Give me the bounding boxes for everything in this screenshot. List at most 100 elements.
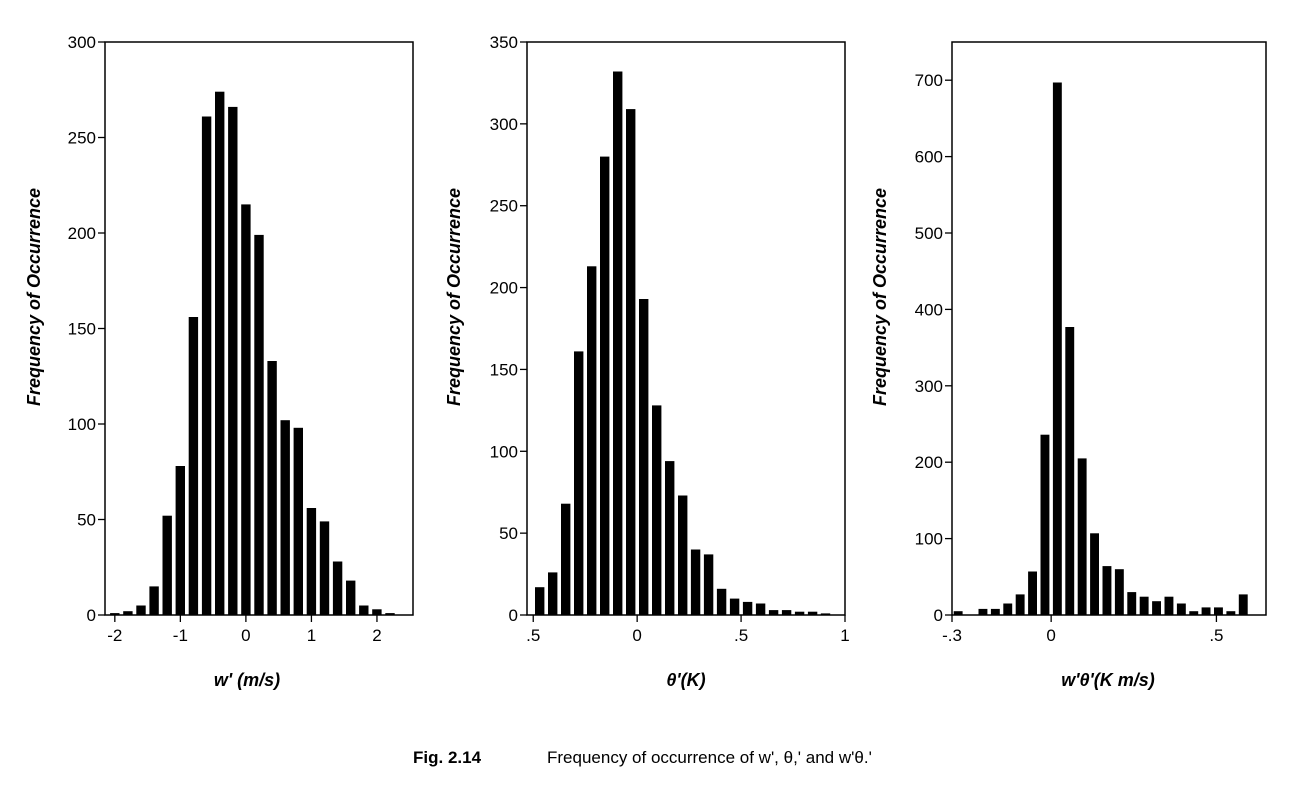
figure-number: Fig. 2.14 <box>413 748 482 767</box>
bar <box>703 554 714 615</box>
bar <box>1238 594 1248 615</box>
bar <box>978 608 988 615</box>
bar <box>1127 592 1137 615</box>
x-tick-label: -.3 <box>942 626 962 645</box>
panel-theta-histogram: .5 0 .5 1 0 50 100 150 200 250 300 350 θ'(K) Frequ… <box>444 33 850 690</box>
y-tick-label: 100 <box>68 415 96 434</box>
bar <box>162 515 172 615</box>
y-tick-label: 200 <box>915 453 943 472</box>
bar <box>561 503 571 615</box>
bar <box>600 156 610 615</box>
bar <box>123 611 133 615</box>
bar <box>613 71 623 615</box>
y-tick-label: 350 <box>490 33 518 52</box>
bar <box>306 508 317 615</box>
bar <box>1102 566 1112 615</box>
bar <box>188 317 199 615</box>
bar <box>359 605 369 615</box>
y-tick-label: 300 <box>68 33 96 52</box>
y-tick-label: 100 <box>915 530 943 549</box>
bar <box>1090 533 1099 615</box>
bars <box>110 91 395 616</box>
bar <box>690 549 701 615</box>
y-tick-label: 250 <box>68 129 96 148</box>
figure-caption-text: Frequency of occurrence of w', θ,' and w… <box>547 748 872 767</box>
bar <box>729 598 740 615</box>
y-tick-label: 100 <box>490 442 518 461</box>
bar <box>742 601 753 615</box>
bar <box>574 351 584 615</box>
y-tick-label: 150 <box>68 320 96 339</box>
y-tick-label: 300 <box>915 377 943 396</box>
y-tick-label: 0 <box>87 606 96 625</box>
bar <box>587 266 597 615</box>
bar <box>535 587 545 615</box>
bar <box>332 561 343 615</box>
x-tick-label: 1 <box>307 626 316 645</box>
bar <box>1164 596 1174 615</box>
bar <box>241 204 251 615</box>
bar <box>781 610 792 615</box>
bar <box>372 609 382 615</box>
bar <box>768 610 779 615</box>
bar <box>1028 571 1037 615</box>
bar <box>346 580 356 615</box>
bar <box>1003 603 1013 615</box>
x-axis-title: θ'(K) <box>666 670 705 690</box>
x-ticks: -2 -1 0 1 2 <box>107 615 382 645</box>
x-tick-label: 2 <box>372 626 381 645</box>
y-tick-label: 200 <box>490 279 518 298</box>
y-tick-label: 400 <box>915 300 943 319</box>
y-axis-title: Frequency of Occurrence <box>444 188 464 406</box>
y-tick-label: 600 <box>915 148 943 167</box>
bar <box>1214 607 1223 615</box>
bar <box>215 91 225 615</box>
bar <box>639 299 649 615</box>
bar <box>110 613 120 615</box>
bar <box>548 572 558 615</box>
bars <box>535 71 831 615</box>
y-tick-label: 700 <box>915 71 943 90</box>
y-tick-label: 300 <box>490 115 518 134</box>
bar <box>1139 596 1149 615</box>
bar <box>820 613 831 615</box>
x-tick-label: -1 <box>173 626 188 645</box>
x-axis-title: w'θ'(K m/s) <box>1061 670 1155 690</box>
y-ticks: 0 100 200 300 400 500 600 700 <box>915 71 952 625</box>
y-tick-label: 150 <box>490 360 518 379</box>
bar <box>136 605 146 615</box>
bar <box>953 611 963 615</box>
bar <box>678 495 688 615</box>
x-tick-label: -2 <box>107 626 122 645</box>
bar <box>1114 569 1124 615</box>
bar <box>1226 611 1236 615</box>
bar <box>267 361 277 615</box>
x-tick-label: .5 <box>734 626 748 645</box>
bar <box>385 613 395 615</box>
y-ticks: 0 50 100 150 200 250 300 350 <box>490 33 527 625</box>
y-tick-label: 50 <box>499 524 518 543</box>
y-axis-title: Frequency of Occurrence <box>24 188 44 406</box>
bar <box>1077 458 1087 615</box>
bar <box>175 466 185 615</box>
y-tick-label: 50 <box>77 511 96 530</box>
bar <box>1176 603 1186 615</box>
bar <box>665 461 675 615</box>
x-tick-label: .5 <box>526 626 540 645</box>
x-axis-title: w' (m/s) <box>214 670 280 690</box>
bar <box>293 427 303 615</box>
bars <box>953 82 1248 615</box>
bar <box>716 588 727 615</box>
y-tick-label: 0 <box>509 606 518 625</box>
bar <box>1040 434 1050 615</box>
bar <box>990 608 1000 615</box>
x-tick-label: 1 <box>840 626 849 645</box>
bar <box>1052 82 1062 615</box>
panel-w-histogram: -2 -1 0 1 2 0 50 100 150 200 250 300 w' (m/s) Freq… <box>24 33 414 690</box>
bar <box>1189 611 1199 615</box>
x-ticks: .5 0 .5 1 <box>526 615 850 645</box>
x-tick-label: 0 <box>1046 626 1055 645</box>
bar <box>1152 601 1161 615</box>
